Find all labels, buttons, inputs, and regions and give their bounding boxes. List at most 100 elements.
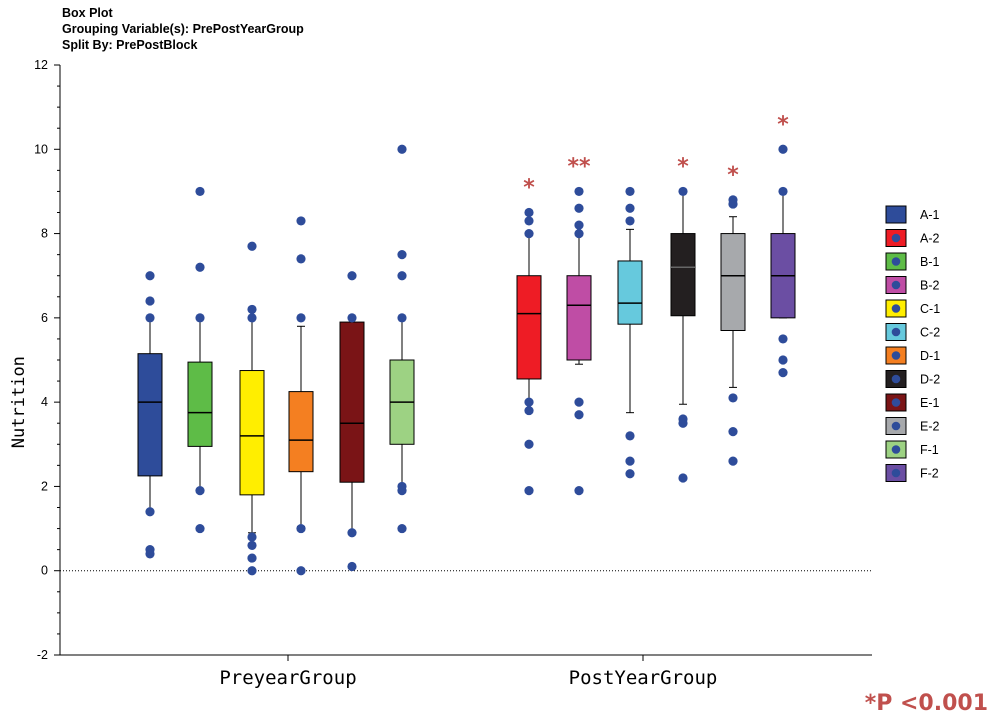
outlier-point [728, 199, 738, 209]
outlier-point [574, 410, 584, 420]
legend-marker [891, 327, 901, 337]
y-tick-label: 12 [34, 58, 48, 72]
legend-label: E-1 [920, 396, 940, 410]
y-tick-label: 0 [41, 564, 48, 578]
legend-label: F-1 [920, 443, 939, 457]
legend-label: E-2 [920, 420, 940, 434]
outlier-point [347, 528, 357, 538]
outlier-point [625, 216, 635, 226]
outlier-point [145, 296, 155, 306]
chart-subtitle-grouping: Grouping Variable(s): PrePostYearGroup [62, 22, 304, 36]
outlier-point [347, 271, 357, 281]
legend-label: B-2 [920, 279, 940, 293]
legend-label: B-1 [920, 255, 940, 269]
legend-item-b-1: B-1 [885, 252, 940, 271]
outlier-point [247, 553, 257, 563]
significance-marker: * [677, 154, 689, 179]
outlier-point [625, 203, 635, 213]
axes: -2 0 2 4 6 8 10 12 Nutrition PreyearGroup PostYear… [9, 58, 872, 689]
significance-marker: * [777, 112, 789, 137]
legend-item-e-2: E-2 [885, 417, 940, 435]
outlier-point [625, 431, 635, 441]
outlier-point [574, 486, 584, 496]
outlier-point [247, 540, 257, 551]
outlier-point [397, 523, 407, 534]
outlier-point [247, 304, 257, 315]
outlier-point [397, 144, 407, 154]
legend-marker [891, 351, 901, 360]
outlier-point [347, 561, 357, 572]
x-group-label: PostYearGroup [569, 667, 718, 689]
box-body [566, 275, 592, 361]
box-c-2 [617, 186, 643, 479]
legend-marker [891, 374, 901, 384]
outlier-point [296, 313, 306, 323]
legend-marker [891, 257, 901, 266]
legend-marker [891, 210, 901, 219]
outlier-point [728, 427, 738, 437]
outlier-point [778, 144, 788, 154]
outlier-point [625, 186, 635, 197]
outlier-point [778, 334, 788, 344]
significance-marker: ** [567, 154, 591, 179]
outlier-point [397, 486, 407, 496]
outlier-point [574, 186, 584, 197]
significance-note: *P <0.001 [864, 691, 988, 716]
outlier-point [625, 469, 635, 479]
chart-title: Box Plot [62, 6, 113, 20]
box-body [339, 321, 365, 483]
legend-marker [891, 280, 901, 290]
chart-subtitle-split: Split By: PrePostBlock [62, 38, 198, 52]
legend-marker [891, 398, 901, 407]
legend-marker [891, 304, 901, 313]
outlier-point [145, 271, 155, 281]
outlier-point [524, 216, 534, 226]
y-tick-label: -2 [37, 648, 48, 662]
legend-item-c-1: C-1 [885, 299, 940, 318]
outlier-point [195, 523, 205, 534]
outlier-point [728, 456, 738, 466]
box-a-1 [137, 271, 163, 559]
box-a-2: * [516, 176, 542, 496]
outlier-point [296, 254, 306, 264]
box-f-2: * [770, 112, 796, 378]
outlier-point [397, 313, 407, 323]
outlier-point [347, 313, 357, 323]
legend-marker [891, 233, 901, 243]
legend-item-f-2: F-2 [885, 464, 939, 482]
outlier-point [195, 486, 205, 496]
outlier-point [574, 228, 584, 239]
box-body [617, 260, 643, 325]
y-tick-label: 8 [41, 227, 48, 241]
outlier-point [678, 186, 688, 197]
legend-label: C-1 [920, 302, 940, 316]
outlier-point [574, 397, 584, 407]
outlier-point [728, 393, 738, 403]
outlier-point [778, 186, 788, 197]
outlier-point [625, 456, 635, 466]
outlier-point [778, 368, 788, 378]
box-body [187, 361, 213, 447]
legend-item-f-1: F-1 [885, 440, 939, 459]
outlier-point [247, 532, 257, 542]
legend-item-a-2: A-2 [885, 229, 940, 247]
legend-item-a-1: A-1 [885, 205, 940, 224]
legend-item-e-1: E-1 [885, 393, 940, 412]
legend-label: D-1 [920, 349, 940, 363]
outlier-point [574, 203, 584, 213]
box-body [288, 391, 314, 473]
outlier-point [195, 262, 205, 272]
legend-label: F-2 [920, 467, 939, 481]
legend-item-c-2: C-2 [885, 323, 940, 341]
box-body [670, 233, 696, 317]
y-axis-label: Nutrition [9, 356, 29, 448]
box-d-1 [288, 216, 314, 576]
box-d-2: * [670, 154, 696, 483]
legend-label: C-2 [920, 326, 940, 340]
y-tick-label: 4 [41, 395, 48, 409]
outlier-point [296, 216, 306, 226]
legend-item-d-2: D-2 [885, 370, 940, 388]
box-body [720, 233, 746, 331]
outlier-point [524, 228, 534, 239]
